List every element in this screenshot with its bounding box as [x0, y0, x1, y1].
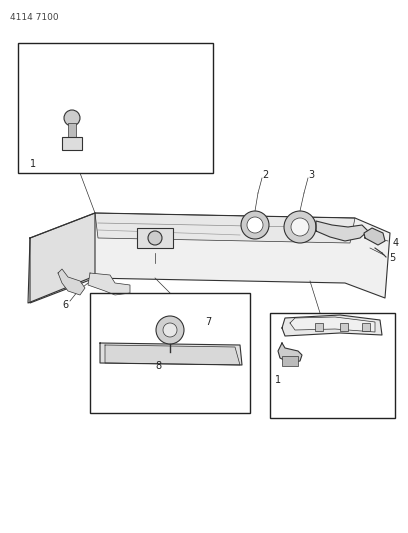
Bar — [68, 123, 76, 138]
Text: 3: 3 — [308, 170, 314, 180]
Bar — [270, 313, 395, 418]
Polygon shape — [100, 343, 242, 365]
Polygon shape — [290, 317, 375, 332]
Text: 8: 8 — [155, 361, 161, 371]
Text: 6: 6 — [62, 300, 68, 310]
Circle shape — [163, 323, 177, 337]
Text: 1: 1 — [30, 159, 36, 169]
Circle shape — [64, 110, 80, 126]
Text: 4: 4 — [393, 238, 399, 248]
Polygon shape — [364, 228, 385, 245]
Polygon shape — [105, 345, 240, 365]
Polygon shape — [58, 269, 85, 295]
Text: 2: 2 — [262, 170, 268, 180]
Circle shape — [291, 218, 309, 236]
Polygon shape — [35, 70, 100, 93]
Polygon shape — [100, 65, 192, 85]
Circle shape — [156, 316, 184, 344]
Text: 4114 7100: 4114 7100 — [10, 13, 59, 22]
Bar — [362, 323, 370, 331]
Circle shape — [148, 231, 162, 245]
Bar — [90, 293, 250, 413]
Text: 1: 1 — [275, 375, 281, 385]
Bar — [282, 356, 298, 366]
Polygon shape — [278, 343, 302, 363]
Polygon shape — [52, 93, 92, 108]
Polygon shape — [88, 273, 130, 295]
Polygon shape — [282, 315, 382, 336]
Polygon shape — [316, 221, 368, 241]
Polygon shape — [30, 213, 95, 303]
Circle shape — [241, 211, 269, 239]
Text: 5: 5 — [389, 253, 395, 263]
Text: 7: 7 — [205, 317, 211, 327]
Polygon shape — [95, 213, 355, 243]
Bar — [340, 323, 348, 331]
Bar — [62, 137, 82, 150]
Bar — [137, 228, 173, 248]
Circle shape — [284, 211, 316, 243]
Circle shape — [247, 217, 263, 233]
Bar — [315, 323, 323, 331]
Polygon shape — [28, 213, 390, 303]
Bar — [18, 43, 213, 173]
